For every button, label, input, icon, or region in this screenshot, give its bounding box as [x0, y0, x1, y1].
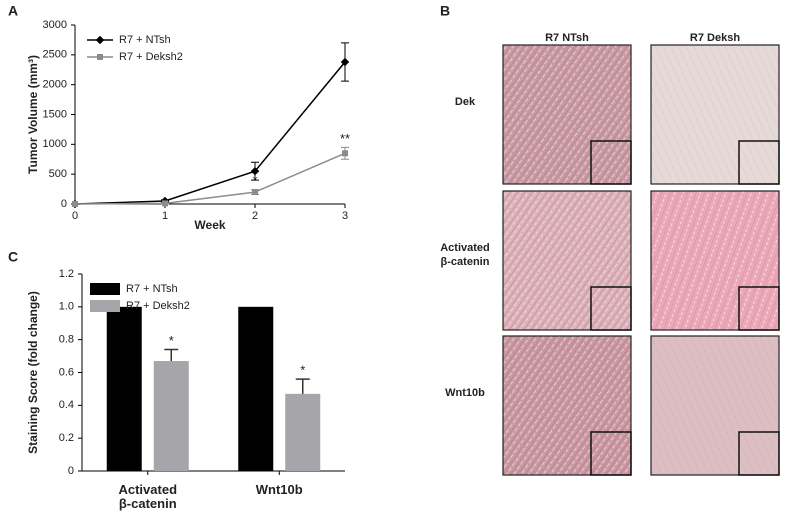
inset [738, 286, 780, 331]
column-header: R7 NTsh [545, 32, 589, 44]
significance: * [252, 173, 257, 188]
micrograph-texture [502, 335, 632, 476]
legend-swatch [90, 300, 120, 312]
panel-letter: B [440, 3, 450, 19]
series-line [74, 61, 346, 205]
significance: * [169, 333, 174, 348]
error-bar [295, 378, 310, 394]
data-point [162, 200, 168, 207]
legend-marker [97, 54, 103, 60]
y-axis-label: Staining Score (fold change) [26, 291, 40, 454]
data-point [250, 166, 260, 176]
data-point [340, 57, 350, 67]
row-label: Activated β-catenin [440, 241, 490, 268]
inset [738, 140, 780, 185]
y-tick-label: 500 [49, 168, 67, 180]
legend-marker [95, 35, 105, 45]
y-tick-label: 0 [61, 198, 67, 210]
inset [590, 286, 632, 331]
y-tick-label: 2500 [43, 49, 67, 61]
row-label: Wnt10b [445, 386, 485, 399]
data-point [342, 150, 348, 157]
micrograph-texture [650, 190, 780, 331]
y-tick-label: 0 [68, 465, 74, 477]
x-tick-label: Activated β-catenin [118, 482, 178, 511]
legend-label: R7 + Deksh2 [119, 51, 183, 63]
x-tick-label: 1 [162, 210, 168, 222]
y-tick-label: 1.0 [59, 301, 74, 313]
bar [106, 306, 142, 471]
significance: * [300, 363, 305, 378]
inset [590, 140, 632, 185]
x-axis-label: Week [194, 218, 225, 232]
data-point [252, 189, 258, 196]
micrograph-texture [650, 335, 780, 476]
y-tick-label: 1500 [43, 108, 67, 120]
y-tick-label: 0.2 [59, 432, 74, 444]
legend-swatch [90, 283, 120, 295]
significance: ** [340, 131, 350, 146]
data-point [72, 201, 78, 207]
y-tick-label: 0.4 [59, 399, 74, 411]
panel-letter: A [8, 3, 18, 19]
bar [285, 393, 321, 471]
y-tick-label: 1000 [43, 138, 67, 150]
x-tick-label: 2 [252, 210, 258, 222]
y-axis-label: Tumor Volume (mm³) [26, 55, 40, 174]
micrograph-texture [502, 44, 632, 185]
x-tick-label: 3 [342, 210, 348, 222]
error-bar [164, 348, 179, 362]
micrograph-texture [650, 44, 780, 185]
y-tick-label: 1.2 [59, 268, 74, 280]
y-tick-label: 0.6 [59, 366, 74, 378]
legend-label: R7 + Deksh2 [126, 300, 190, 312]
x-tick-label: Wnt10b [255, 482, 303, 497]
legend-label: R7 + NTsh [119, 34, 171, 46]
y-tick-label: 2000 [43, 79, 67, 91]
row-label: Dek [454, 95, 476, 108]
column-header: R7 Deksh [690, 32, 740, 44]
inset [590, 431, 632, 476]
micrograph-texture [502, 190, 632, 331]
y-tick-label: 0.8 [59, 334, 74, 346]
y-tick-label: 3000 [43, 19, 67, 31]
bar [238, 306, 274, 471]
panel-letter: C [8, 249, 18, 265]
x-tick-label: 0 [72, 210, 78, 222]
bar [153, 361, 189, 471]
inset [738, 431, 780, 476]
legend-label: R7 + NTsh [126, 283, 178, 295]
series-line [74, 152, 346, 205]
